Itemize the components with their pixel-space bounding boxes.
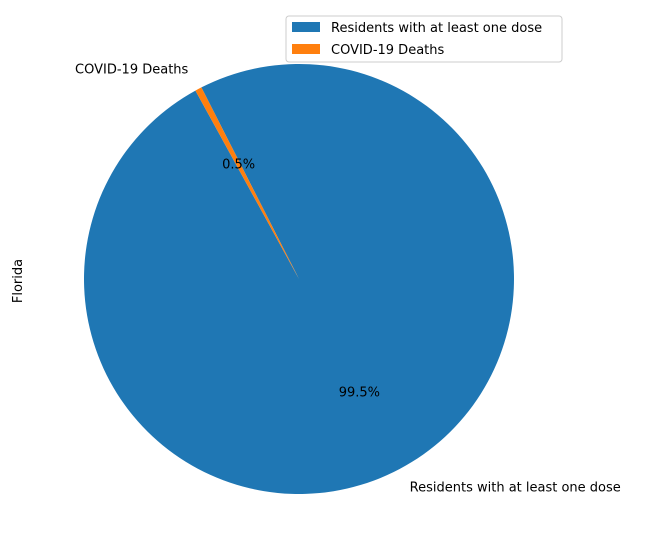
pie-category-label-1: COVID-19 Deaths	[75, 62, 188, 77]
pie-slices	[84, 63, 514, 494]
y-axis-label: Florida	[11, 259, 26, 303]
legend-label-residents: Residents with at least one dose	[331, 21, 542, 36]
legend-swatch-deaths	[292, 44, 320, 54]
legend-frame	[285, 15, 563, 63]
pie-labels: Residents with at least one dose 99.5% COV…	[75, 62, 621, 495]
legend-label-deaths: COVID-19 Deaths	[331, 43, 444, 58]
legend-swatch-residents	[292, 22, 320, 32]
pie-slice-1	[195, 87, 299, 279]
legend: Residents with at least one dose COVID-1…	[285, 15, 563, 63]
pie-percent-label-1: 0.5%	[222, 157, 255, 172]
pie-category-label-0: Residents with at least one dose	[410, 481, 621, 496]
pie-percent-label-0: 99.5%	[339, 386, 380, 401]
